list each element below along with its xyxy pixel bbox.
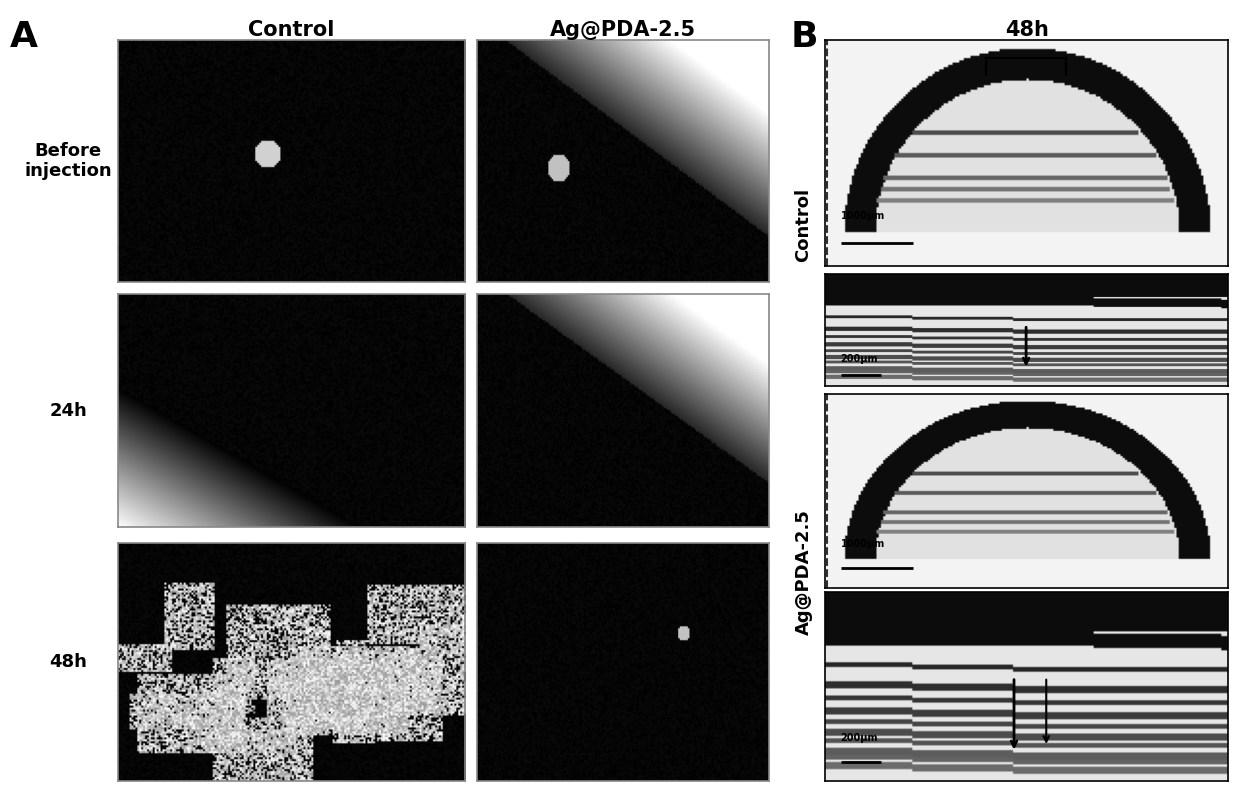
Text: 1000μm: 1000μm: [841, 539, 885, 549]
Text: B: B: [791, 20, 818, 54]
Text: 48h: 48h: [50, 653, 87, 671]
Text: 48h: 48h: [1004, 20, 1049, 40]
Text: A: A: [10, 20, 38, 54]
Text: 24h: 24h: [50, 402, 87, 419]
Text: 1000μm: 1000μm: [841, 211, 885, 221]
Text: Control: Control: [795, 188, 812, 262]
Text: Control: Control: [248, 20, 335, 40]
Text: Ag@PDA-2.5: Ag@PDA-2.5: [795, 510, 812, 635]
Text: Before
injection: Before injection: [25, 142, 112, 180]
Text: 200μm: 200μm: [841, 733, 878, 743]
Text: Ag@PDA-2.5: Ag@PDA-2.5: [551, 20, 696, 40]
Text: 200μm: 200μm: [841, 354, 878, 364]
